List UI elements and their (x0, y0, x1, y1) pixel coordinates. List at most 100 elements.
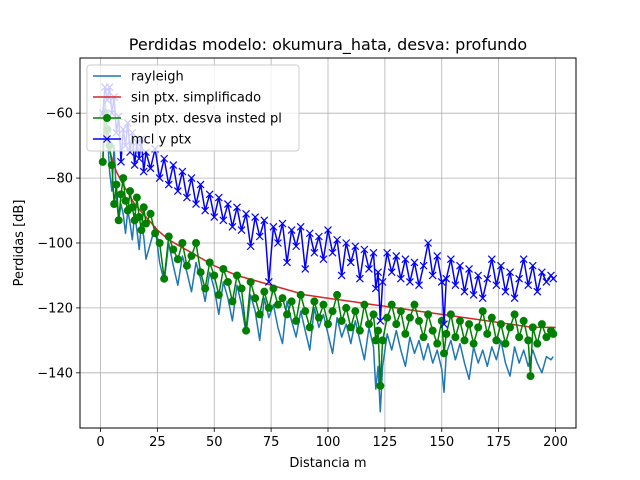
data-point (387, 300, 396, 309)
chart-title: Perdidas modelo: okumura_hata, desva: pr… (129, 35, 527, 55)
data-point (310, 248, 319, 257)
data-point (542, 278, 551, 286)
data-point (114, 216, 123, 225)
data-point (139, 203, 148, 212)
y-tick-label: −60 (46, 107, 73, 122)
data-point (515, 333, 524, 342)
data-point (210, 213, 219, 221)
data-point (173, 187, 182, 195)
data-point (469, 291, 478, 299)
legend: rayleigh sin ptx. simplificado sin ptx. de… (86, 64, 300, 152)
data-point (274, 239, 282, 247)
legend-label: sin ptx. desva insted pl (131, 112, 282, 127)
data-point (478, 307, 487, 316)
data-point (324, 320, 332, 329)
data-point (501, 287, 510, 296)
data-point (333, 235, 342, 244)
data-point (107, 161, 116, 170)
series-line (102, 113, 556, 329)
data-point (465, 265, 473, 273)
data-point (440, 320, 448, 329)
data-point (451, 333, 460, 342)
data-point (342, 239, 351, 247)
data-point (506, 268, 514, 277)
data-point (228, 222, 237, 231)
data-point (255, 310, 264, 319)
data-point (528, 261, 537, 270)
data-point (119, 174, 128, 183)
data-point (201, 284, 210, 293)
data-point (255, 232, 264, 241)
legend-entry: sin ptx. simplificado (93, 91, 261, 106)
data-point (337, 271, 346, 280)
data-point (310, 297, 319, 306)
data-point (146, 164, 155, 173)
data-point (376, 381, 385, 390)
data-point (460, 336, 469, 345)
y-tick-label: −140 (37, 366, 73, 381)
data-point (515, 274, 524, 283)
x-axis-label: Distancia m (289, 456, 366, 471)
data-point (296, 222, 305, 231)
data-point (135, 213, 144, 222)
data-point (328, 307, 337, 316)
data-point (492, 281, 501, 290)
data-point (205, 190, 214, 199)
data-point (474, 271, 483, 280)
data-point (187, 251, 196, 260)
data-point (506, 323, 515, 332)
x-tick-label: 75 (263, 435, 280, 450)
data-point (424, 310, 433, 319)
data-point (273, 300, 282, 309)
data-point (264, 303, 273, 312)
data-point (549, 329, 558, 338)
data-point (526, 372, 535, 381)
data-point (378, 278, 387, 286)
data-point (117, 157, 125, 166)
data-point (169, 161, 178, 170)
legend-marker (103, 135, 111, 143)
data-point (219, 216, 228, 225)
y-tick-label: −120 (37, 301, 73, 316)
data-point (537, 268, 546, 277)
data-point (440, 349, 449, 358)
data-point (128, 203, 137, 212)
data-point (151, 229, 160, 238)
data-point (433, 252, 442, 260)
data-point (437, 278, 446, 286)
data-point (182, 261, 191, 270)
data-point (455, 316, 464, 325)
data-point (333, 290, 342, 299)
data-point (139, 167, 148, 176)
data-point (228, 297, 237, 306)
data-point (542, 333, 551, 342)
data-point (126, 187, 135, 196)
data-point (269, 222, 278, 231)
data-point (487, 255, 496, 264)
data-point (319, 300, 328, 309)
x-tick-label: 150 (429, 435, 454, 450)
data-point (246, 242, 255, 251)
data-point (324, 226, 332, 234)
data-point (183, 193, 191, 202)
data-point (383, 248, 392, 257)
x-tick-label: 25 (149, 435, 166, 450)
y-tick-label: −80 (46, 172, 73, 187)
data-point (116, 190, 125, 199)
data-point (214, 193, 223, 202)
data-point (460, 287, 469, 296)
data-point (346, 323, 355, 332)
data-point (396, 307, 405, 316)
legend-box (86, 64, 300, 152)
data-point (242, 209, 251, 218)
data-point (524, 281, 533, 290)
x-tick-label: 0 (96, 435, 104, 450)
data-point (287, 297, 296, 306)
data-point (519, 255, 528, 264)
data-point (410, 258, 419, 267)
data-point (232, 271, 241, 280)
data-point (451, 281, 460, 290)
data-point (371, 336, 380, 345)
data-point (164, 180, 173, 189)
